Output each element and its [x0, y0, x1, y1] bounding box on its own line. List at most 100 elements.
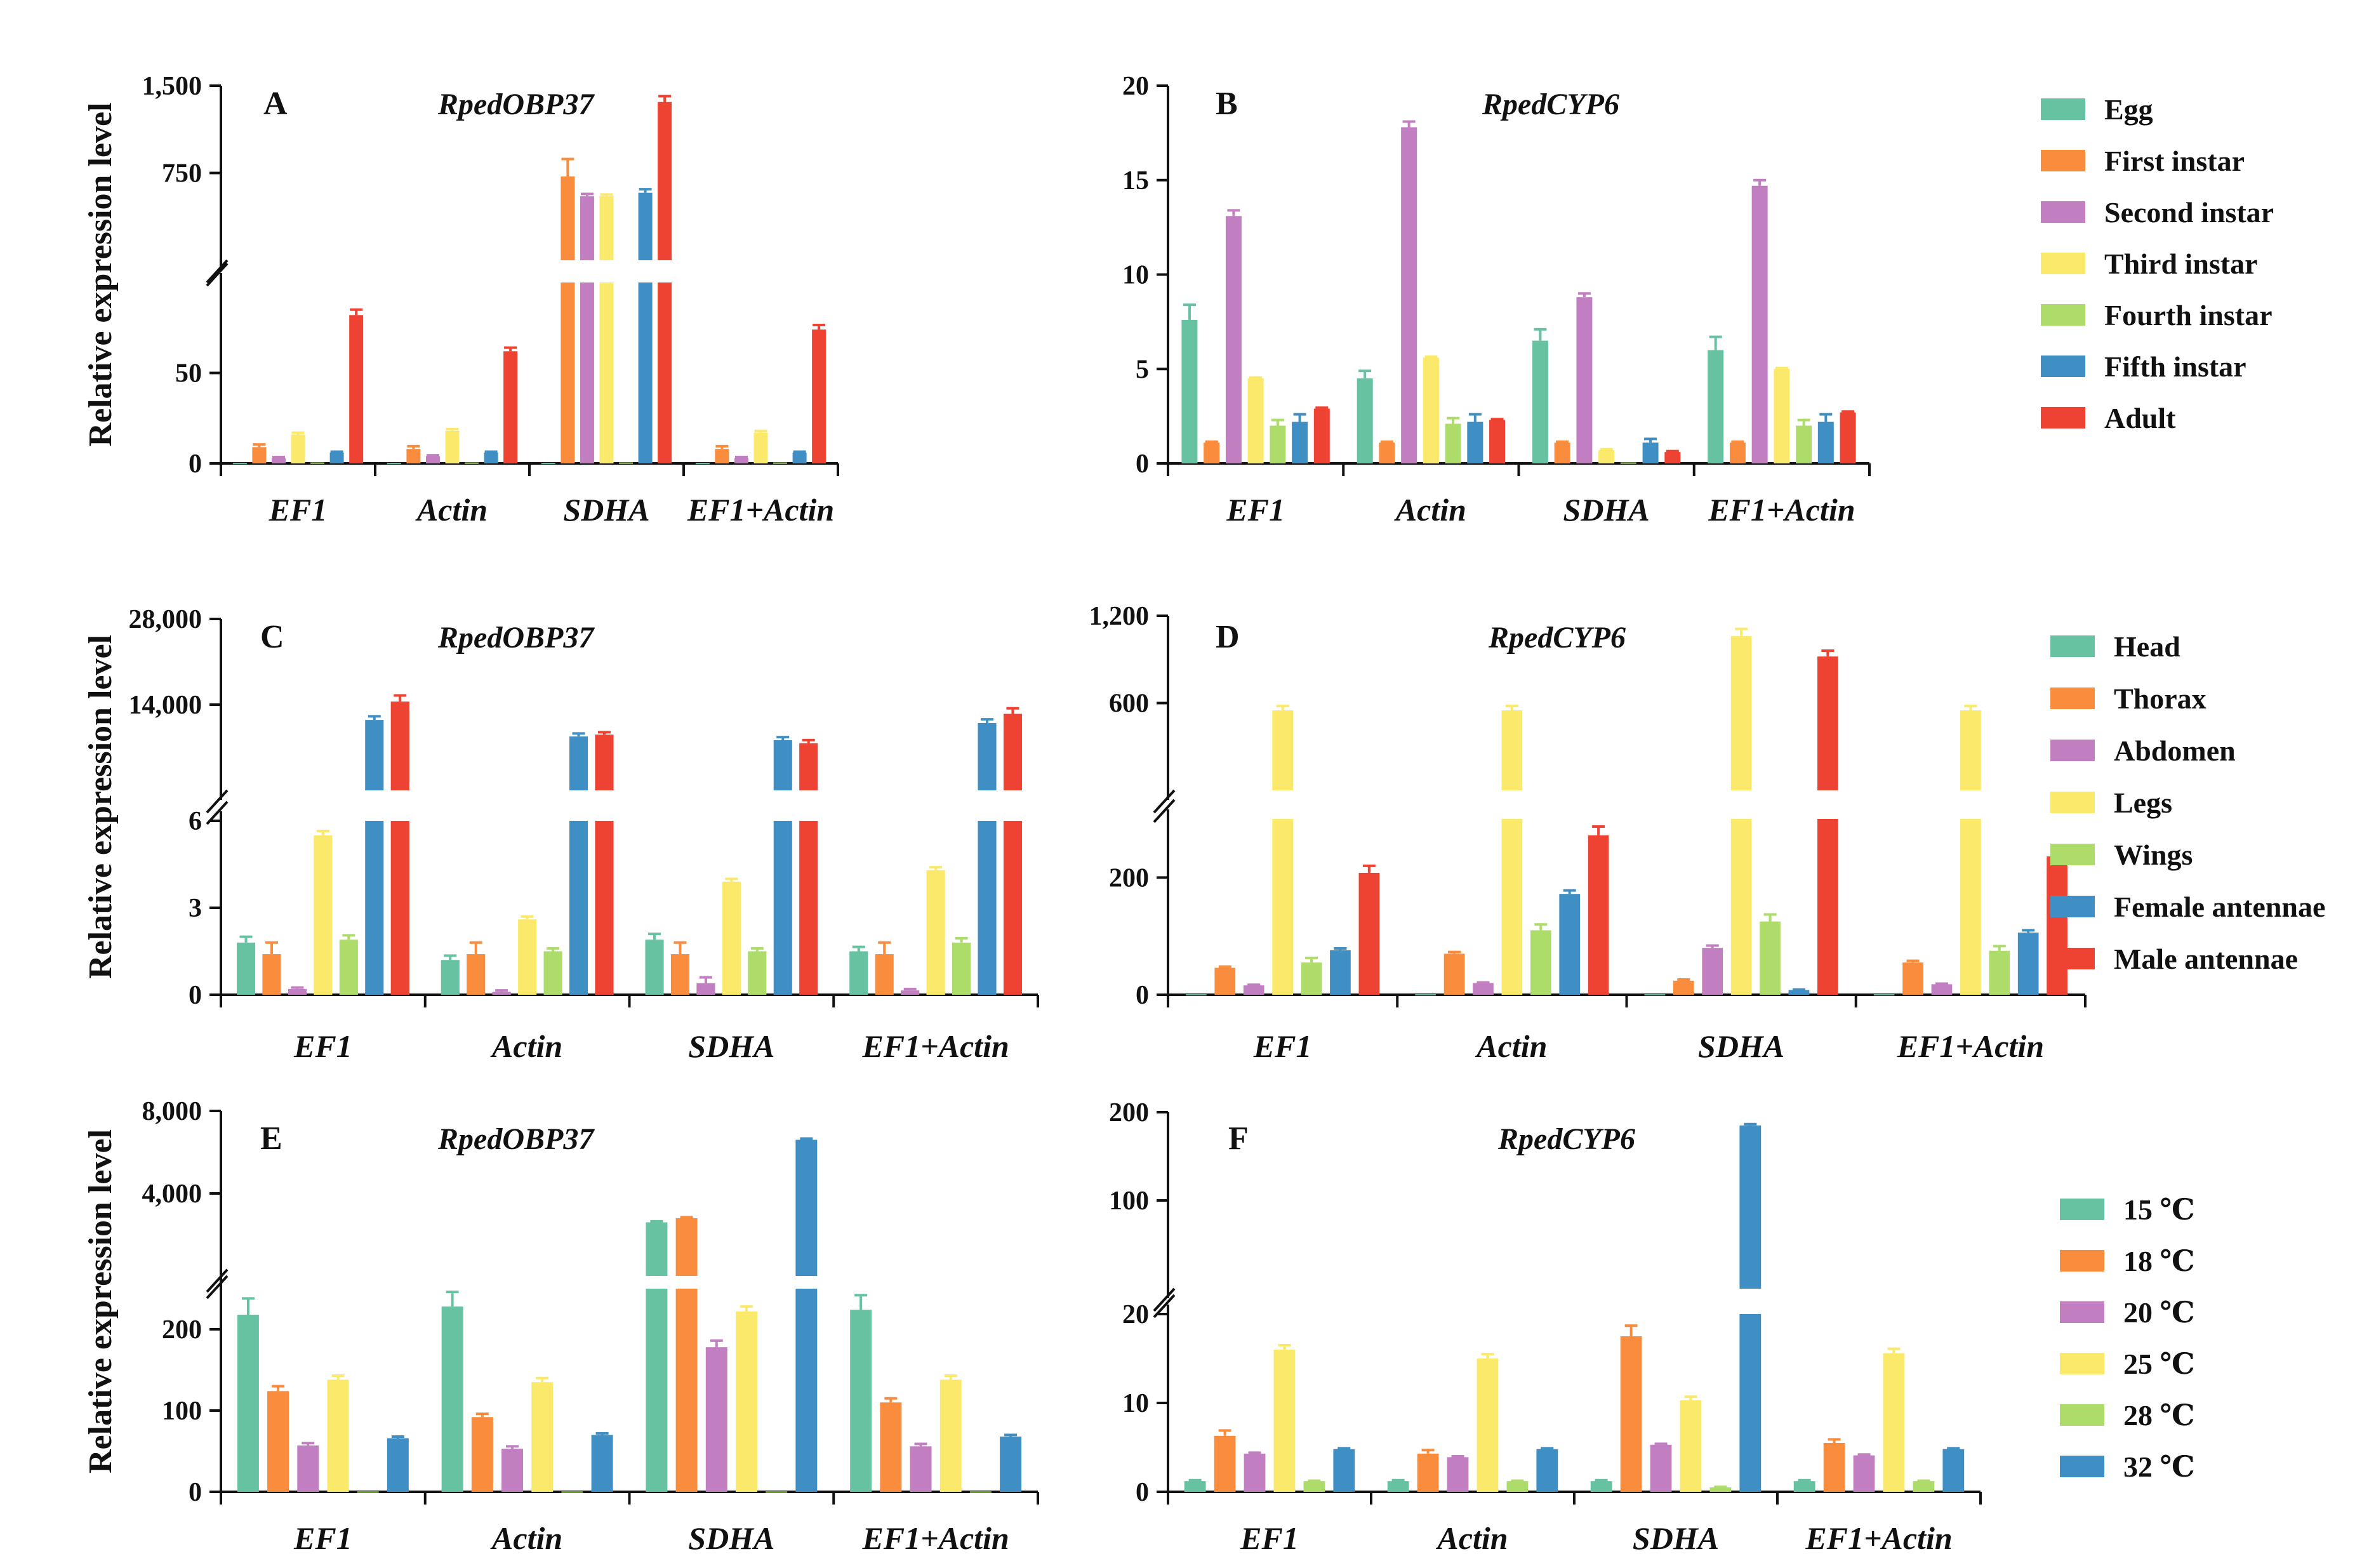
- bar: [2047, 856, 2067, 995]
- legend-label: First instar: [2104, 145, 2245, 177]
- axis-break-mark: [206, 1268, 229, 1293]
- bar: [1788, 990, 1810, 995]
- legend-swatch: [2050, 792, 2095, 813]
- bar: [880, 1402, 902, 1492]
- bar: [531, 1382, 554, 1492]
- bar-group: [1590, 1478, 1612, 1492]
- bar-group: [910, 1442, 932, 1492]
- bar-group: [1506, 1479, 1529, 1492]
- bar-group: [357, 1491, 379, 1493]
- legend-swatch: [2060, 1456, 2104, 1477]
- bar: [1506, 1481, 1529, 1492]
- bar-group: [792, 450, 807, 463]
- bar-group: [1788, 988, 1810, 995]
- panel-label: D: [1216, 619, 1240, 655]
- legend-swatch: [2060, 1199, 2104, 1220]
- bar-group: [2047, 847, 2067, 995]
- bar-group: [1423, 355, 1439, 463]
- bar-upper: [638, 192, 653, 260]
- bar-group: [387, 463, 401, 465]
- category-label: Actin: [1435, 1520, 1508, 1556]
- bar: [1960, 819, 1981, 995]
- gene-title: RpedCYP6: [1488, 621, 1626, 654]
- legend-item: Adult: [2041, 402, 2176, 434]
- bar-group: [237, 1297, 259, 1492]
- category-label: Actin: [490, 1520, 562, 1556]
- bar-upper: [1817, 656, 1838, 790]
- bar-group: [1270, 418, 1286, 463]
- bar-group: [619, 462, 634, 464]
- legend-item: Egg: [2041, 93, 2153, 126]
- bar-upper: [773, 740, 792, 790]
- bar-group: [1883, 1347, 1905, 1492]
- legend-label: Head: [2114, 630, 2180, 663]
- bar-group: [580, 192, 594, 463]
- bar-group: [518, 915, 537, 995]
- y-tick-label: 0: [189, 449, 202, 479]
- bar: [267, 1391, 289, 1492]
- bar: [1358, 872, 1380, 995]
- bar-group: [2017, 929, 2039, 995]
- bar: [1680, 1400, 1702, 1492]
- category-label: EF1+Actin: [1805, 1520, 1952, 1556]
- legend-item: Abdomen: [2050, 734, 2236, 767]
- bar-group: [875, 941, 894, 995]
- bar: [1000, 1436, 1022, 1492]
- bar: [501, 1449, 524, 1492]
- y-axis-label: Relative expression level: [83, 102, 119, 446]
- bar: [1873, 994, 1895, 996]
- bar: [1559, 894, 1581, 995]
- bar: [695, 463, 710, 465]
- bar: [1729, 442, 1746, 463]
- bar-group: [232, 463, 247, 465]
- legend-swatch: [2050, 948, 2095, 969]
- legend-item: 18 ℃: [2060, 1245, 2195, 1277]
- bar: [1273, 1350, 1296, 1492]
- bar: [670, 954, 690, 995]
- bar-group: [441, 954, 460, 995]
- bar-group: [812, 323, 826, 463]
- bar-group: [1358, 864, 1380, 995]
- y-axis-label: Relative expression level: [83, 635, 119, 979]
- bar-group: [288, 986, 307, 995]
- y-tick-label: 750: [162, 159, 202, 189]
- legend-tissues: Head Thorax Abdomen Legs Wings Female antenna…: [2050, 630, 2325, 975]
- bar-group: [1873, 994, 1895, 996]
- bar: [1620, 1336, 1642, 1492]
- legend-label: Fifth instar: [2104, 350, 2246, 383]
- bar: [561, 282, 575, 463]
- category-label: SDHA: [1633, 1520, 1719, 1556]
- bar-group: [722, 877, 741, 995]
- bar: [236, 942, 256, 995]
- bar: [1184, 1481, 1206, 1492]
- panel-label: B: [1216, 86, 1238, 122]
- bar-group: [1415, 994, 1436, 996]
- bar-group: [850, 1294, 872, 1492]
- bar-group: [1000, 1433, 1022, 1492]
- bar: [425, 456, 440, 463]
- bar-group: [252, 443, 267, 463]
- bar-group: [1960, 705, 1981, 995]
- bar: [291, 434, 305, 463]
- bar: [1774, 369, 1790, 463]
- axis-break-mark: [206, 259, 229, 284]
- bar-group: [1247, 376, 1264, 463]
- bar-group: [1489, 418, 1506, 463]
- bar-group: [638, 188, 653, 463]
- bar: [1186, 994, 1207, 996]
- axis-break-mark: [206, 1275, 229, 1299]
- bar: [792, 452, 807, 463]
- bar: [1204, 442, 1220, 463]
- bar-group: [799, 738, 818, 995]
- bar-group: [1664, 449, 1681, 463]
- bar-group: [1333, 1447, 1355, 1492]
- bar: [1536, 1449, 1558, 1492]
- bar-group: [1576, 292, 1593, 463]
- bar: [387, 463, 401, 465]
- bar: [1181, 319, 1198, 463]
- axis-break-mark: [1153, 789, 1176, 814]
- bar-group: [1357, 369, 1373, 463]
- gene-title: RpedCYP6: [1497, 1122, 1635, 1156]
- bar: [926, 870, 945, 995]
- bar: [1333, 1449, 1355, 1492]
